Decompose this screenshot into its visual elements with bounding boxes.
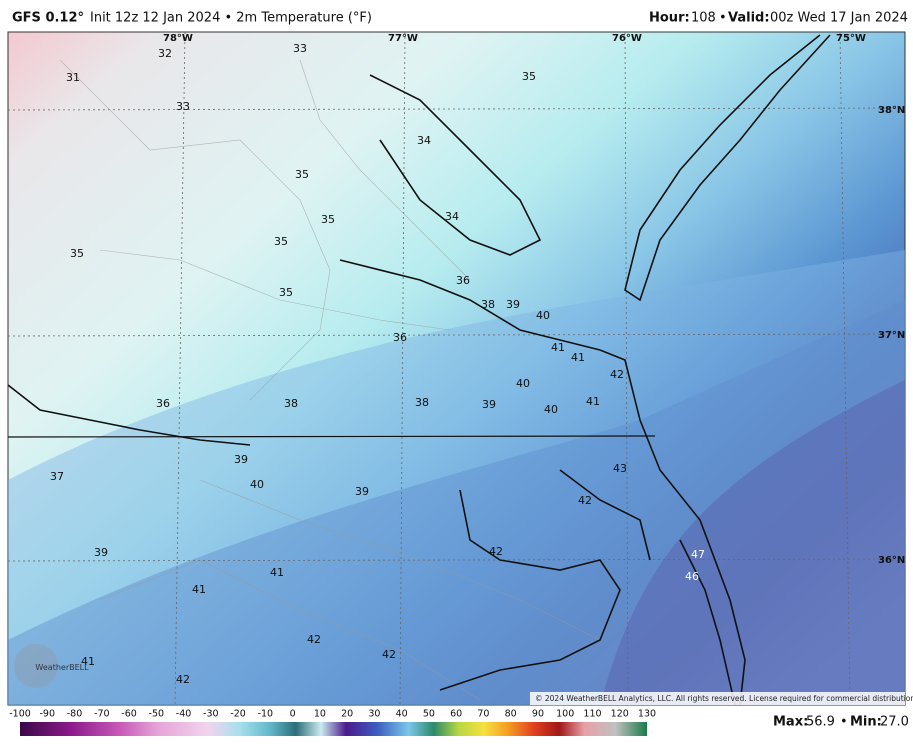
colorbar-tick-label: 20: [341, 709, 353, 720]
temperature-label: 46: [685, 570, 699, 583]
temperature-label: 38: [284, 397, 298, 410]
county-lines: [59, 59, 601, 701]
colorbar-tick-label: 120: [611, 709, 629, 720]
latitude-label: 38°N: [878, 105, 905, 116]
temperature-label: 39: [482, 398, 496, 411]
separator: •: [719, 11, 727, 26]
temperature-label: 35: [279, 286, 293, 299]
colorbar-tick-label: 110: [583, 709, 601, 720]
latitude-label: 37°N: [878, 330, 905, 341]
longitude-label: 76°W: [612, 33, 642, 44]
temperature-label: 39: [94, 546, 108, 559]
temperature-label: 42: [382, 648, 396, 661]
colorbar-tick-label: 60: [450, 709, 462, 720]
temperature-label: 42: [307, 633, 321, 646]
valid-label: Valid:: [728, 11, 770, 26]
colorbar-tick-label: 0: [290, 709, 296, 720]
header-model: GFS 0.12°: [12, 11, 84, 26]
longitude-label: 75°W: [836, 33, 866, 44]
temperature-label: 38: [415, 396, 429, 409]
temperature-label: 35: [70, 247, 84, 260]
colorbar-tick-label: -80: [67, 709, 83, 720]
colorbar-tick-label: 50: [423, 709, 435, 720]
longitude-label: 78°W: [163, 33, 193, 44]
colorbar-tick-label: -10: [258, 709, 274, 720]
temperature-label: 37: [50, 470, 64, 483]
colorbar-tick-label: -40: [176, 709, 192, 720]
temperature-label: 41: [571, 351, 585, 364]
state-border: [7, 435, 656, 438]
colorbar-tick-label: 130: [638, 709, 656, 720]
temperature-label: 32: [158, 47, 172, 60]
temperature-label: 35: [522, 70, 536, 83]
colorbar-tick-label: 40: [396, 709, 408, 720]
temperature-label: 39: [506, 298, 520, 311]
colorbar-tick-label: 80: [505, 709, 517, 720]
temperature-label: 36: [456, 274, 470, 287]
temp-band: [600, 380, 905, 705]
temperature-label: 35: [321, 213, 335, 226]
copyright-box: [530, 692, 905, 705]
logo-icon: [14, 644, 58, 688]
temperature-label: 41: [586, 395, 600, 408]
temperature-label: 42: [610, 368, 624, 381]
temperature-label: 33: [176, 100, 190, 113]
temperature-label: 34: [417, 134, 431, 147]
temperature-label: 38: [481, 298, 495, 311]
temperature-label: 36: [156, 397, 170, 410]
temperature-label: 36: [393, 331, 407, 344]
temperature-label: 40: [250, 478, 264, 491]
temperature-label: 41: [192, 583, 206, 596]
temperature-label: 39: [234, 453, 248, 466]
temperature-label: 42: [489, 545, 503, 558]
temperature-label: 42: [176, 673, 190, 686]
temperature-label: 42: [578, 494, 592, 507]
colorbar-tick-label: 100: [556, 709, 574, 720]
hour-label: Hour:: [649, 11, 690, 26]
temperature-label: 40: [544, 403, 558, 416]
temperature-label: 41: [551, 341, 565, 354]
logo: WeatherBELL: [35, 663, 89, 672]
max: 56.9: [806, 715, 835, 730]
colorbar-tick-label: -50: [149, 709, 165, 720]
temperature-label: 31: [66, 71, 80, 84]
temperature-label: 39: [355, 485, 369, 498]
valid: 00z Wed 17 Jan 2024: [770, 11, 908, 26]
min: 27.0: [880, 715, 909, 730]
separator: •: [840, 715, 848, 730]
temperature-label: 40: [516, 377, 530, 390]
temperature-label: 40: [536, 309, 550, 322]
coastline: [7, 34, 831, 706]
colorbar-tick-label: -70: [94, 709, 110, 720]
hour: 108: [691, 11, 716, 26]
temperature-label: 35: [274, 235, 288, 248]
colorbar-tick-label: 30: [368, 709, 380, 720]
temperature-label: 35: [295, 168, 309, 181]
temperature-label: 34: [445, 210, 459, 223]
temperature-label: 41: [270, 566, 284, 579]
colorbar-tick-label: 10: [314, 709, 326, 720]
longitude-label: 77°W: [388, 33, 418, 44]
colorbar-ticks: -100 -90 -80 -70 -60 -50 -40 -30 -20 -10 0 10 20 30 40…: [9, 709, 656, 720]
temperature-label: 33: [293, 42, 307, 55]
header-run: Init 12z 12 Jan 2024 • 2m Temperature (°…: [90, 11, 372, 26]
temperature-label: 43: [613, 462, 627, 475]
colorbar-tick-label: -90: [39, 709, 55, 720]
colorbar: [20, 722, 647, 736]
max-label: Max:: [773, 715, 808, 730]
temperature-label: 41: [81, 655, 95, 668]
min-label: Min:: [850, 715, 882, 730]
colorbar-tick-label: -100: [9, 709, 31, 720]
colorbar-tick-label: -20: [230, 709, 246, 720]
colorbar-tick-label: 70: [477, 709, 489, 720]
latitude-label: 36°N: [878, 555, 905, 566]
colorbar-tick-label: 90: [532, 709, 544, 720]
colorbar-tick-label: -60: [121, 709, 137, 720]
colorbar-tick-label: -30: [203, 709, 219, 720]
temperature-label: 47: [691, 548, 705, 561]
copyright: © 2024 WeatherBELL Analytics, LLC. All r…: [535, 694, 913, 703]
